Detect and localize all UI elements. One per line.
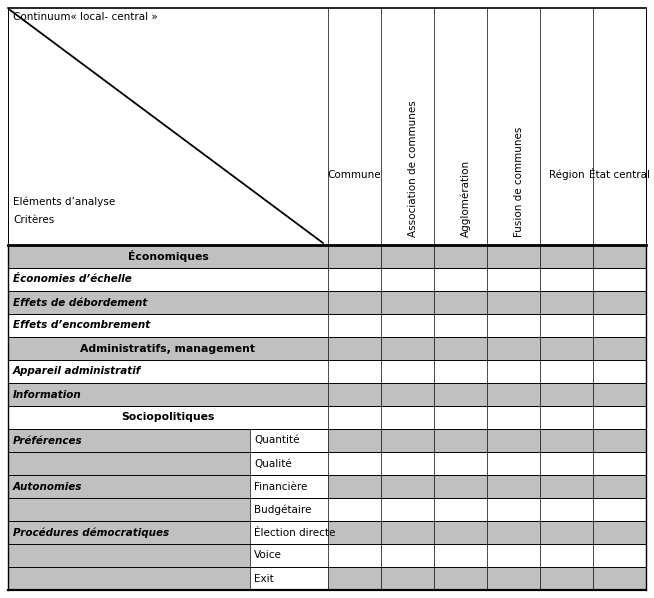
Text: Exit: Exit [254,573,274,584]
Text: Fusion de communes: Fusion de communes [513,127,523,237]
Text: Appareil administratif: Appareil administratif [13,367,141,377]
Text: Voice: Voice [254,551,282,560]
Bar [328,383,646,406]
Bar [328,337,646,360]
Text: Préférences: Préférences [13,435,82,446]
Bar [250,544,328,567]
Bar [250,429,328,452]
Bar [8,475,250,498]
Bar [328,406,646,429]
Bar [8,544,250,567]
Text: Administratifs, management: Administratifs, management [80,343,256,353]
Text: Agglomération: Agglomération [460,160,471,237]
Text: Quantité: Quantité [254,435,300,446]
Text: Association de communes: Association de communes [407,100,417,237]
Bar [328,567,646,590]
Text: Économiques: Économiques [128,251,209,263]
Bar [250,498,328,521]
Bar [328,291,646,314]
Text: Financière: Financière [254,481,307,492]
Text: Qualité: Qualité [254,459,292,468]
Text: Critères: Critères [13,215,54,225]
Text: Budgétaire: Budgétaire [254,504,311,515]
Bar [250,567,328,590]
Bar [328,314,646,337]
Bar [8,8,646,245]
Bar [8,245,328,268]
Bar [328,245,646,268]
Text: Commune: Commune [328,170,381,180]
Bar [250,452,328,475]
Bar [328,544,646,567]
Bar [328,452,646,475]
Text: Continuum« local- central »: Continuum« local- central » [13,12,158,22]
Bar [8,429,250,452]
Bar [8,406,328,429]
Bar [328,521,646,544]
Bar [8,337,328,360]
Bar [8,268,328,291]
Bar [328,360,646,383]
Bar [8,383,328,406]
Bar [328,429,646,452]
Bar [8,291,328,314]
Bar [8,521,250,544]
Bar [328,475,646,498]
Bar [8,360,328,383]
Text: Effets de débordement: Effets de débordement [13,297,147,307]
Bar [8,452,250,475]
Bar [250,475,328,498]
Text: Effets d’encombrement: Effets d’encombrement [13,321,150,331]
Bar [8,314,328,337]
Text: Région: Région [549,170,584,180]
Text: Élection directe: Élection directe [254,527,336,538]
Text: Procédures démocratiques: Procédures démocratiques [13,527,169,538]
Text: Sociopolitiques: Sociopolitiques [121,413,215,423]
Bar [328,268,646,291]
Text: Autonomies: Autonomies [13,481,82,492]
Bar [250,521,328,544]
Text: Information: Information [13,389,82,399]
Bar [8,498,250,521]
Text: État central: État central [589,170,650,180]
Text: Économies d’échelle: Économies d’échelle [13,274,131,285]
Text: Eléments d’analyse: Eléments d’analyse [13,197,115,207]
Bar [8,567,250,590]
Bar [328,498,646,521]
